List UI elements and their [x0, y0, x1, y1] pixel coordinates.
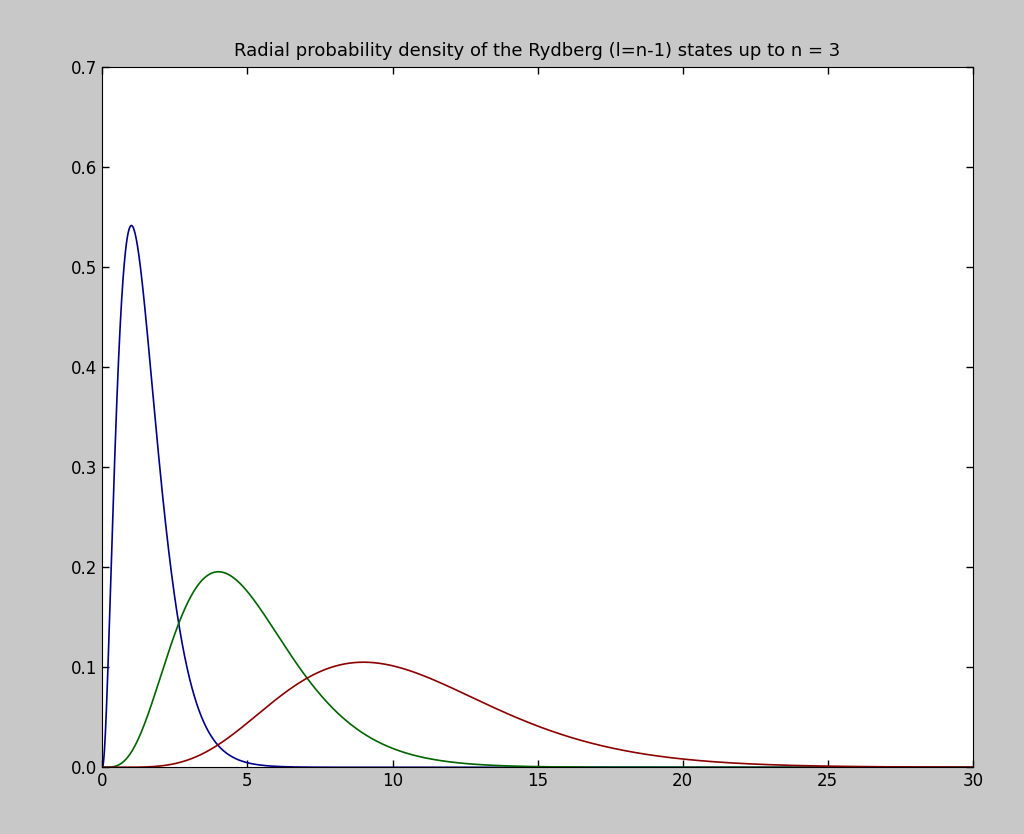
- Title: Radial probability density of the Rydberg (l=n-1) states up to n = 3: Radial probability density of the Rydber…: [234, 42, 841, 59]
